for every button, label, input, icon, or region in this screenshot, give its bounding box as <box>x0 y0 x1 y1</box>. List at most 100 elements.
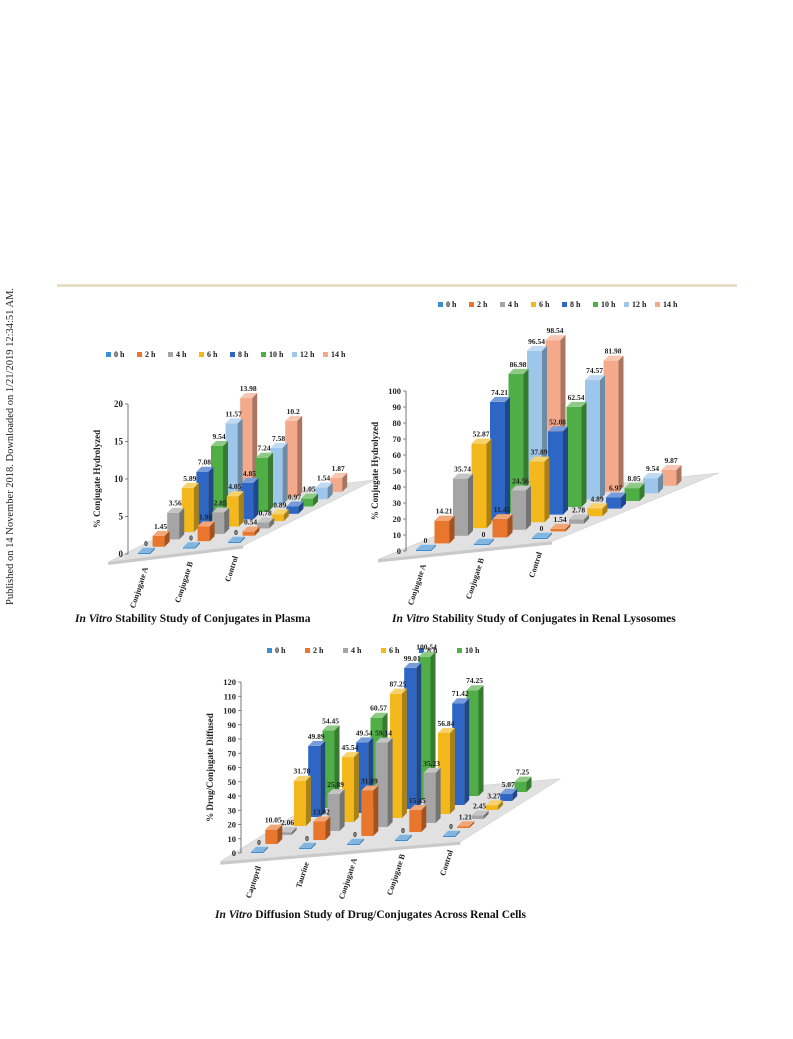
bar-front <box>211 445 223 518</box>
legend-swatch-10-h <box>593 302 598 307</box>
bar-front <box>500 793 513 801</box>
bar-top <box>545 335 566 341</box>
bar-control-2-h: 1.21 <box>457 812 475 828</box>
y-tick-label: 70 <box>393 434 402 444</box>
data-label: 0 <box>257 838 261 847</box>
bar-conjugate-b-14-h: 10.2 <box>285 407 303 498</box>
bar-top <box>270 442 288 448</box>
bar-top <box>347 838 364 844</box>
bar-top <box>301 493 318 499</box>
legend-swatch-0-h <box>106 352 111 357</box>
y-tick-label: 100 <box>388 386 401 396</box>
category-label-conjugate-b: Conjugate B <box>385 852 407 896</box>
bar-conjugate-a-10-h: 9.54 <box>211 432 228 518</box>
data-label: 2.78 <box>572 505 585 514</box>
bar-front <box>313 821 326 840</box>
bar-captopril-6-h: 31.78 <box>293 767 311 826</box>
bar-side <box>313 493 318 507</box>
bar-top <box>341 752 359 758</box>
bar-top <box>152 530 170 536</box>
bar-top <box>500 788 518 794</box>
bar-conjugate-b-8-h: 4.85 <box>241 469 259 520</box>
bar-front <box>285 420 298 498</box>
legend-label-0-h: 0 h <box>446 300 457 309</box>
bar-side <box>373 785 379 836</box>
bar-front <box>532 537 547 539</box>
data-label: 0 <box>353 830 357 839</box>
bar-top <box>225 418 243 424</box>
legend-swatch-2-h <box>137 352 142 357</box>
bar-front <box>395 839 407 841</box>
legend-label-6-h: 6 h <box>389 646 400 655</box>
bar-captopril-10-h: 54.45 <box>322 716 340 808</box>
data-label: 71.42 <box>452 689 469 698</box>
y-tick-label: 20 <box>228 820 237 830</box>
bar-front <box>228 541 240 543</box>
bar-conjugate-b-10-h: 7.24 <box>256 444 273 512</box>
data-label: 54.45 <box>322 716 339 725</box>
y-tick-label: 120 <box>223 677 236 687</box>
category-label-conjugate-b: Conjugate B <box>173 560 195 604</box>
bar-side <box>505 396 510 521</box>
bar-top <box>308 740 326 746</box>
data-label: 0 <box>234 528 238 537</box>
bar-front <box>624 488 640 501</box>
data-label: 1.54 <box>553 515 566 524</box>
data-label: 13.98 <box>240 384 257 393</box>
bar-top <box>241 477 259 483</box>
bar-side <box>269 517 275 529</box>
y-tick-label: 50 <box>228 777 237 787</box>
bar-side <box>639 483 645 501</box>
bar-conjugate-a-0-h: 0 <box>347 830 364 845</box>
caption-diffusion-text: Diffusion Study of Drug/Conjugates Acros… <box>252 909 526 921</box>
bar-front <box>474 543 489 545</box>
legend: 0 h 2 h 4 h 6 h 8 h 10 h 12 h 14 h <box>106 350 346 359</box>
bar-top <box>566 401 587 407</box>
legend-label-4-h: 4 h <box>508 300 519 309</box>
y-tick-label: 90 <box>393 402 402 412</box>
bar-side <box>486 438 492 529</box>
bar-top <box>423 767 441 773</box>
bar-front <box>457 826 470 828</box>
data-label: 31.89 <box>361 777 378 786</box>
bar-top <box>466 685 484 691</box>
legend-label-8-h: 8 h <box>570 300 581 309</box>
bar-conjugate-a-10-h: 86.98 <box>508 360 529 513</box>
bar-taurine-4-h: 25.89 <box>327 780 345 831</box>
bar-front <box>212 512 225 534</box>
bar-front <box>492 519 508 538</box>
bar-side <box>179 507 185 540</box>
bar-top <box>327 789 345 795</box>
data-label: 0 <box>540 524 544 533</box>
bar-top <box>529 456 550 462</box>
bar-front <box>587 508 603 517</box>
bar-side <box>224 507 230 534</box>
legend-swatch-0-h <box>267 648 272 653</box>
bar-top <box>395 834 412 840</box>
y-tick-label: 70 <box>228 748 237 758</box>
bar-conjugate-a-14-h: 13.98 <box>240 384 258 503</box>
bar-conjugate-b-4-h: 35.23 <box>423 759 441 823</box>
bar-top <box>585 375 605 381</box>
bar-top <box>265 824 283 830</box>
bar-top <box>569 514 589 520</box>
legend-swatch-2-h <box>469 302 474 307</box>
bar-front <box>661 470 677 486</box>
bar-side <box>468 473 473 536</box>
bar-control-6-h: 3.27 <box>485 791 503 810</box>
data-label: 52.08 <box>549 417 566 426</box>
bar-side <box>464 698 470 805</box>
legend-swatch-10-h <box>261 352 266 357</box>
data-label: 2.06 <box>281 818 294 827</box>
legend-swatch-4-h <box>168 352 173 357</box>
bar-conjugate-a-2-h: 31.89 <box>361 777 379 836</box>
bar-side <box>407 834 412 841</box>
bar-control-14-h: 1.87 <box>330 464 348 492</box>
bar-side <box>469 821 475 828</box>
data-label: 59.14 <box>375 729 392 738</box>
bar-top <box>322 725 340 731</box>
bar-top <box>293 775 311 781</box>
legend-swatch-6-h <box>381 648 386 653</box>
bar-front <box>242 531 255 536</box>
bar-conjugate-a-8-h: 99.01 <box>404 654 422 809</box>
